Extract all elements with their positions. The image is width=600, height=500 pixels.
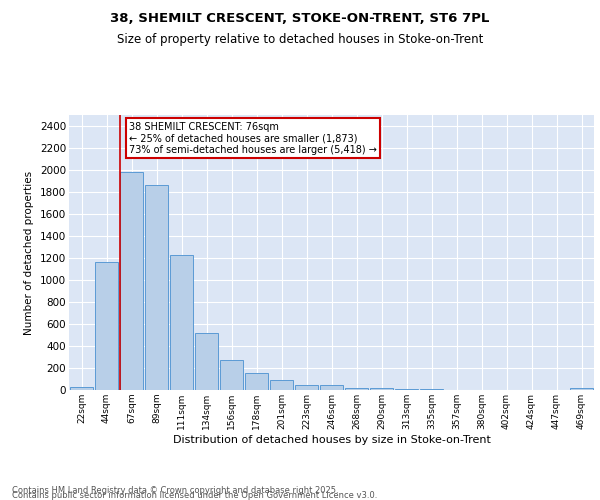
Bar	[270, 380, 293, 390]
Bar	[295, 386, 318, 390]
X-axis label: Distribution of detached houses by size in Stoke-on-Trent: Distribution of detached houses by size …	[173, 434, 490, 444]
Text: 38, SHEMILT CRESCENT, STOKE-ON-TRENT, ST6 7PL: 38, SHEMILT CRESCENT, STOKE-ON-TRENT, ST…	[110, 12, 490, 26]
Bar	[145, 186, 168, 390]
Bar	[320, 386, 343, 390]
Bar	[570, 388, 593, 390]
Bar	[395, 389, 418, 390]
Bar	[195, 333, 218, 390]
Text: Contains HM Land Registry data © Crown copyright and database right 2025.: Contains HM Land Registry data © Crown c…	[12, 486, 338, 495]
Bar	[370, 388, 393, 390]
Text: Size of property relative to detached houses in Stoke-on-Trent: Size of property relative to detached ho…	[117, 32, 483, 46]
Bar	[220, 360, 243, 390]
Bar	[245, 373, 268, 390]
Bar	[345, 388, 368, 390]
Y-axis label: Number of detached properties: Number of detached properties	[25, 170, 34, 334]
Bar	[120, 172, 143, 390]
Bar	[95, 262, 118, 390]
Bar	[70, 387, 93, 390]
Bar	[170, 254, 193, 390]
Text: Contains public sector information licensed under the Open Government Licence v3: Contains public sector information licen…	[12, 491, 377, 500]
Text: 38 SHEMILT CRESCENT: 76sqm
← 25% of detached houses are smaller (1,873)
73% of s: 38 SHEMILT CRESCENT: 76sqm ← 25% of deta…	[129, 122, 377, 155]
